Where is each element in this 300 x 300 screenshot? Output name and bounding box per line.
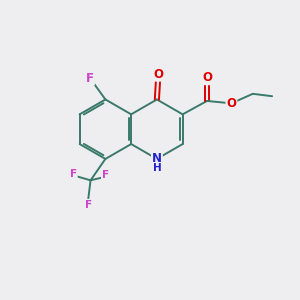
- Text: H: H: [152, 164, 161, 173]
- Text: F: F: [70, 169, 77, 179]
- Text: F: F: [102, 170, 109, 180]
- Text: N: N: [152, 152, 162, 165]
- Text: O: O: [202, 71, 212, 84]
- Text: F: F: [86, 72, 94, 85]
- Text: O: O: [226, 97, 236, 110]
- Text: O: O: [153, 68, 164, 81]
- Text: F: F: [85, 200, 92, 210]
